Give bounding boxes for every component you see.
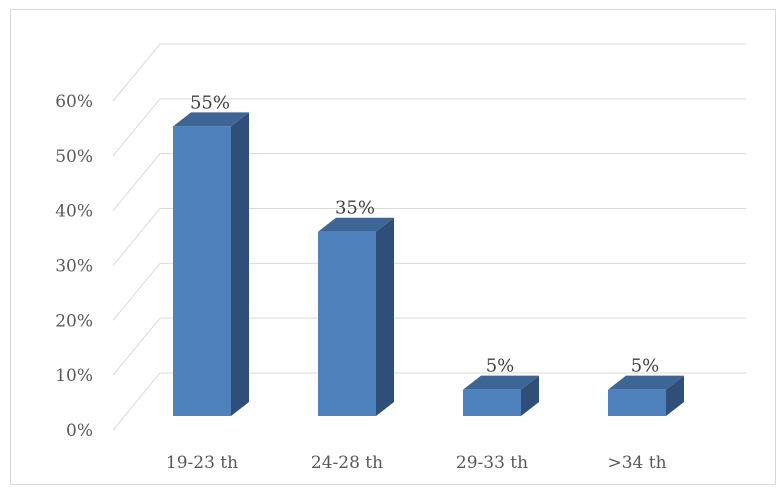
x-tick-label: 19-23 th <box>166 453 238 473</box>
x-tick-label: 24-28 th <box>311 453 383 473</box>
bar-side-face <box>231 112 249 416</box>
y-axis-tick-labels: 0% 10% 20% 30% 40% 50% 60% <box>55 92 93 441</box>
bars <box>173 112 684 416</box>
bar-top-face <box>173 112 249 127</box>
x-tick-label: 29-33 th <box>456 453 528 473</box>
gridline <box>112 317 746 376</box>
bar-top-face <box>608 375 684 390</box>
gridline <box>112 98 746 157</box>
bar <box>318 217 394 416</box>
data-label: 5% <box>631 356 660 377</box>
y-tick-label: 60% <box>55 92 93 112</box>
bar <box>463 375 539 416</box>
gridline <box>112 43 746 102</box>
y-tick-label: 40% <box>55 202 93 222</box>
bar-side-face <box>666 375 684 416</box>
data-labels: 55% 35% 5% 5% <box>190 92 659 376</box>
y-tick-label: 0% <box>66 421 93 441</box>
bar-top-face <box>318 217 394 232</box>
gridline <box>112 208 746 266</box>
y-tick-label: 50% <box>55 147 93 167</box>
y-tick-label: 20% <box>55 311 93 331</box>
x-tick-label: >34 th <box>607 453 666 473</box>
gridline <box>112 372 746 431</box>
x-axis-tick-labels: 19-23 th 24-28 th 29-33 th >34 th <box>166 453 667 473</box>
bar-front-face <box>608 389 666 416</box>
y-tick-label: 10% <box>55 366 93 386</box>
gridline <box>112 262 746 321</box>
gridline <box>112 153 746 211</box>
bar <box>173 112 249 416</box>
gridlines <box>112 43 746 431</box>
data-label: 35% <box>335 198 375 219</box>
y-tick-label: 30% <box>55 257 93 277</box>
bar <box>608 375 684 416</box>
bar-front-face <box>463 389 521 416</box>
data-label: 5% <box>486 356 515 377</box>
bar-front-face <box>318 231 376 416</box>
bar-side-face <box>376 217 394 416</box>
bar-side-face <box>521 375 539 416</box>
data-label: 55% <box>190 92 230 113</box>
bar-front-face <box>173 126 231 416</box>
bar-top-face <box>463 375 539 390</box>
